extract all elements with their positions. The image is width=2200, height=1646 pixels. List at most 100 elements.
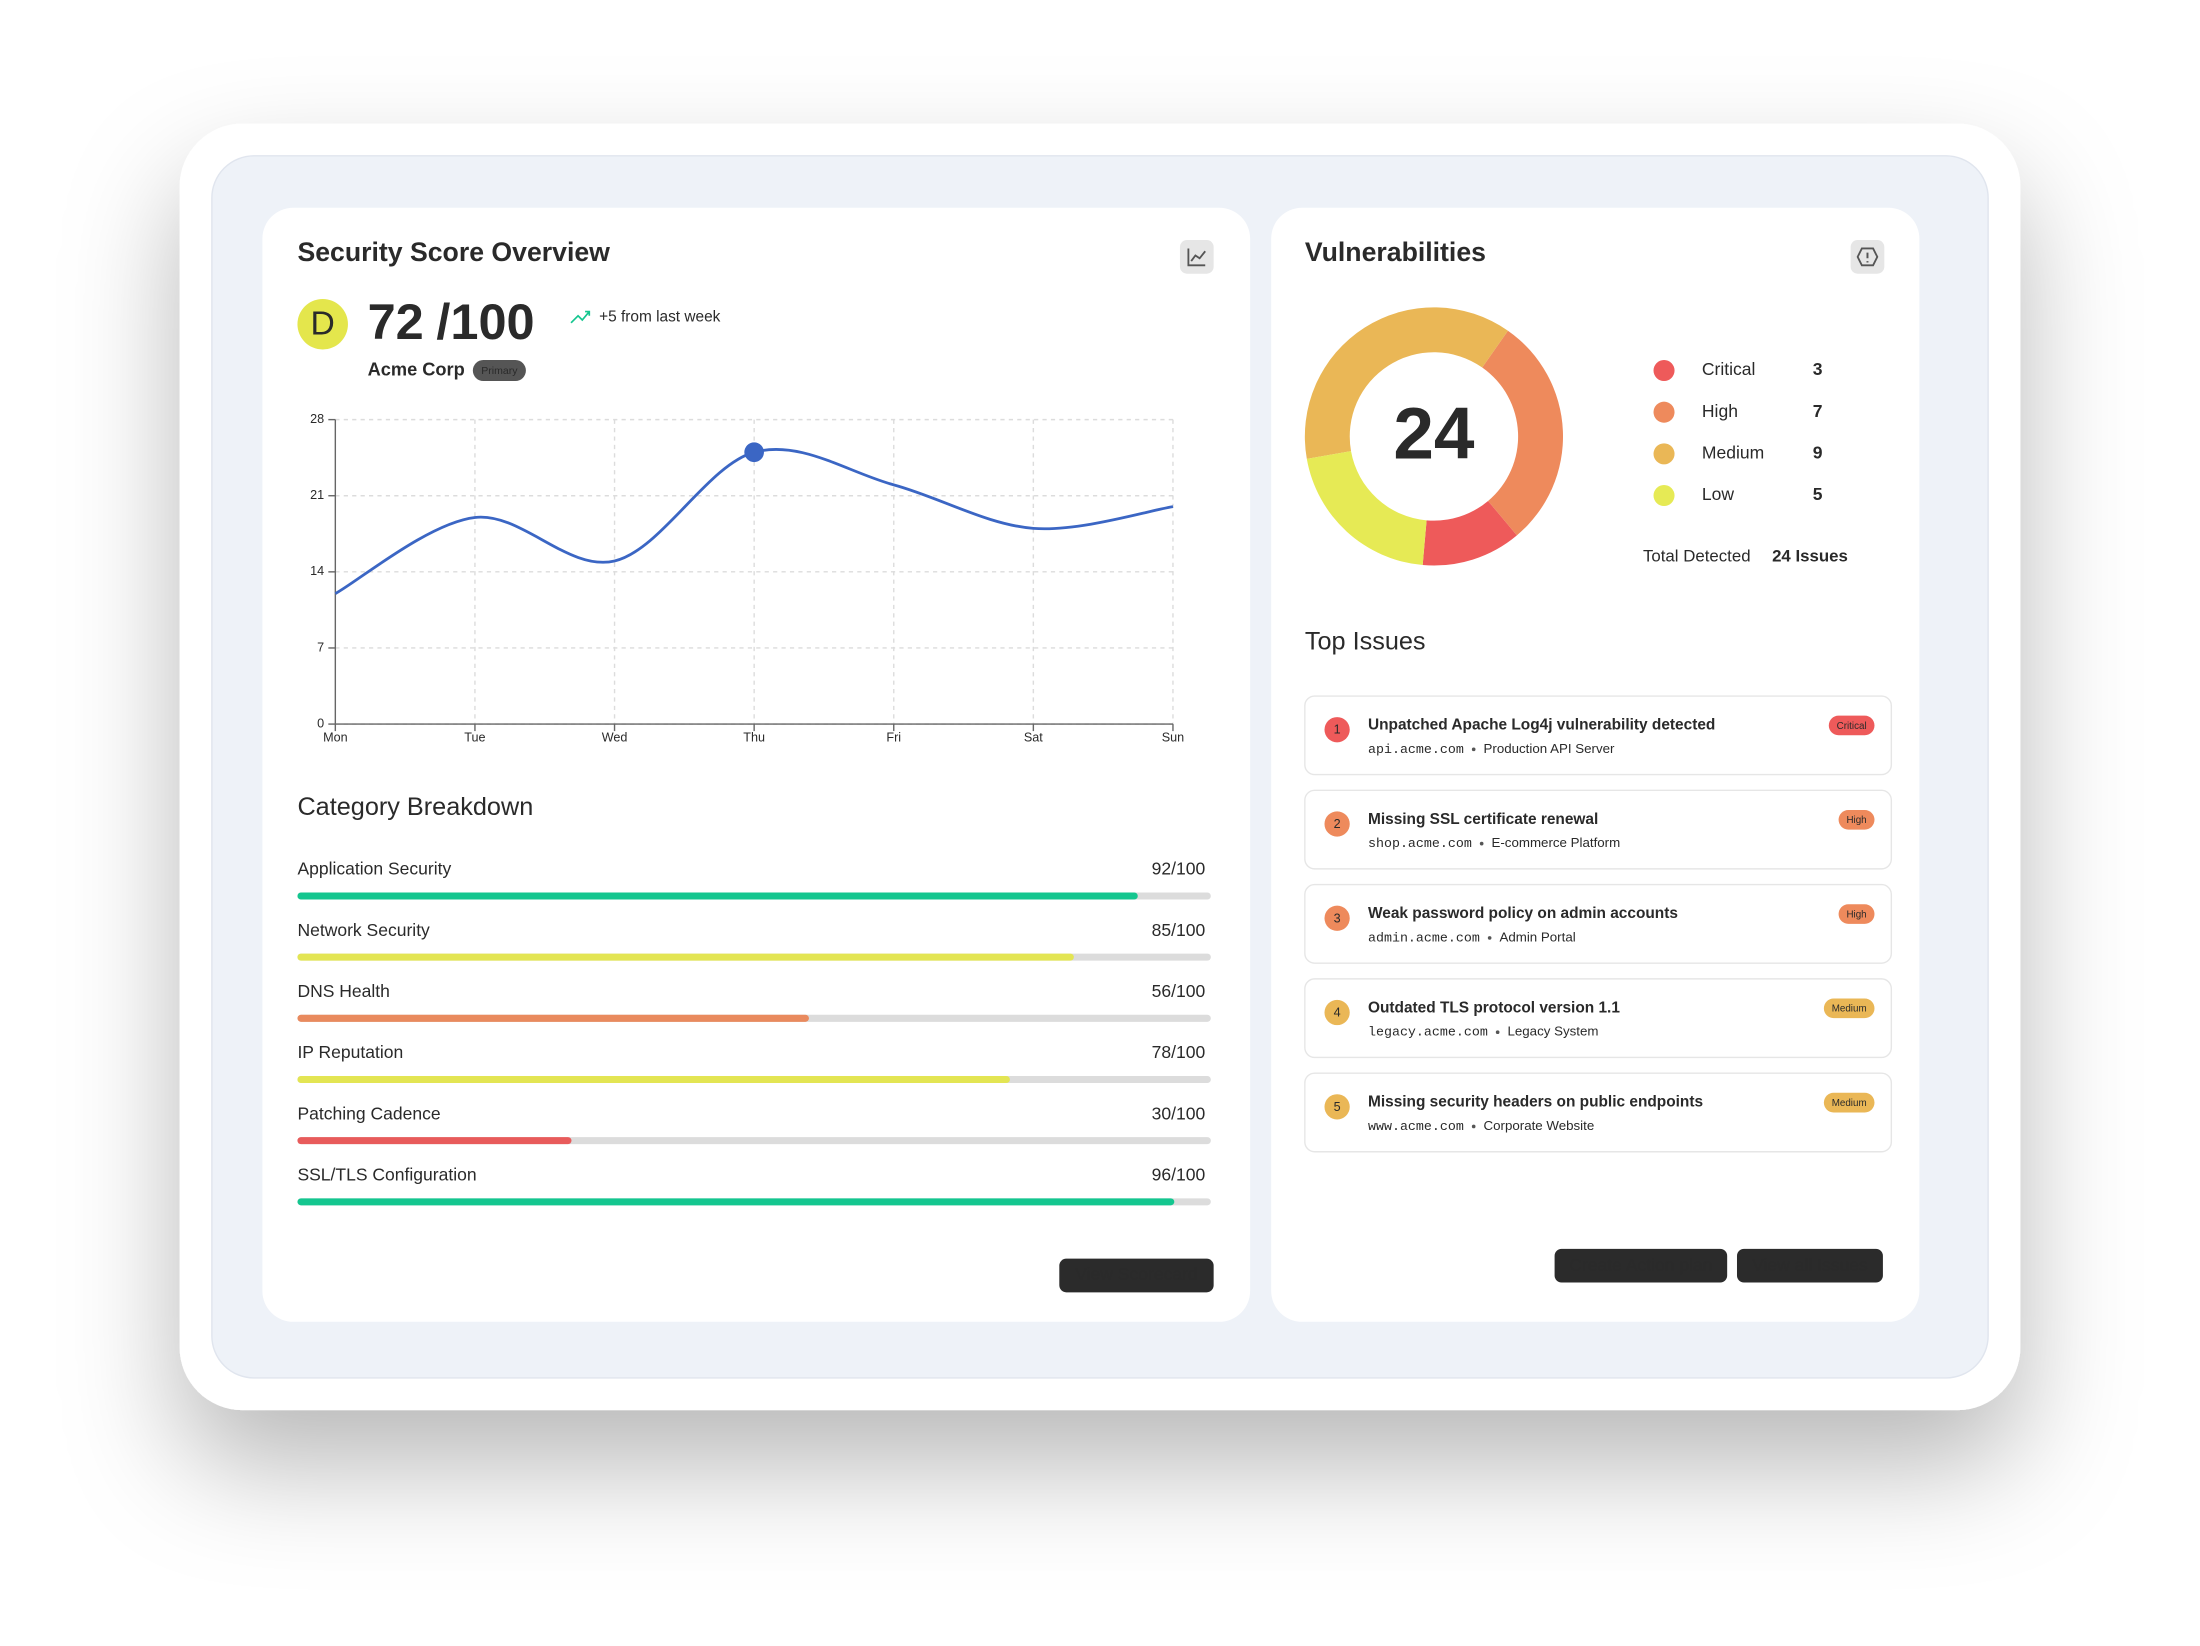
button-label[interactable]: View Scorecard	[1075, 1264, 1197, 1284]
donut-segment	[1422, 500, 1517, 566]
issue-host: legacy.acme.com	[1368, 1025, 1488, 1040]
total-value: 24 Issues	[1772, 547, 1848, 566]
severity-badge-text: Critical	[1837, 721, 1867, 732]
category-name: IP Reputation	[297, 1042, 403, 1062]
y-tick-label: 14	[310, 564, 324, 578]
issue-system: Production API Server	[1484, 741, 1616, 756]
severity-badge-bg	[1823, 998, 1875, 1019]
category-score: 85/100	[1152, 920, 1206, 940]
donut-total: 24	[1393, 394, 1475, 475]
category-score: 56/100	[1152, 981, 1206, 1001]
button-label[interactable]: Create Action plan	[1569, 1255, 1712, 1275]
category-name: Network Security	[297, 920, 430, 940]
issue-card: 4 Outdated TLS protocol version 1.1 legacy…	[1304, 978, 1893, 1059]
score: 72	[368, 293, 424, 350]
bar	[297, 892, 1138, 900]
legend-label: Low	[1702, 484, 1734, 504]
view-scorecard-button[interactable]: View Scorecard	[1059, 1258, 1214, 1293]
donut-segment	[1482, 330, 1564, 536]
issue-system: Corporate Website	[1484, 1118, 1595, 1133]
total-label: Total Detected	[1643, 547, 1751, 566]
issue-card: 5 Missing security headers on public endp…	[1304, 1072, 1893, 1153]
issue-card: 2 Missing SSL certificate renewal shop.acm…	[1304, 789, 1893, 870]
separator-dot	[1471, 747, 1476, 752]
action-button[interactable]: View all Issues	[1736, 1248, 1883, 1283]
issue-rank: 2	[1334, 817, 1341, 831]
company-tag-text: Primary	[481, 365, 518, 377]
panel-title: Vulnerabilities	[1305, 237, 1486, 267]
issue-rank-badge	[1324, 905, 1350, 931]
score-max: /100	[436, 293, 534, 350]
category-name: Application Security	[297, 859, 451, 879]
issue-rank-badge	[1324, 999, 1350, 1026]
section-title: Category Breakdown	[297, 793, 533, 821]
x-tick-label: Tue	[464, 730, 485, 744]
issue-host: www.acme.com	[1368, 1119, 1464, 1134]
issue-title: Unpatched Apache Log4j vulnerability det…	[1368, 717, 1715, 734]
x-tick-label: Fri	[886, 730, 901, 744]
legend-count: 5	[1813, 484, 1823, 504]
issue-title: Outdated TLS protocol version 1.1	[1368, 999, 1620, 1016]
chart-icon-button[interactable]	[1179, 240, 1214, 274]
issue-host: api.acme.com	[1368, 742, 1464, 757]
bar	[297, 1198, 1175, 1206]
issue-card: 1 Unpatched Apache Log4j vulnerability de…	[1304, 695, 1893, 776]
issue-rank: 4	[1334, 1006, 1341, 1020]
issue-host: admin.acme.com	[1368, 930, 1480, 945]
issue-host: shop.acme.com	[1368, 836, 1472, 851]
trend: +5 from last week	[599, 308, 721, 325]
issue-card-bg	[1304, 978, 1893, 1059]
company: Acme Corp	[368, 358, 465, 379]
severity-badge-text: Medium	[1832, 1004, 1867, 1015]
action-button[interactable]: Create Action plan	[1554, 1248, 1728, 1283]
severity-badge-text: Medium	[1832, 1098, 1867, 1109]
button-bg[interactable]	[1554, 1248, 1728, 1283]
highlight-point	[744, 442, 764, 463]
button-bg[interactable]	[1059, 1258, 1214, 1293]
legend-dot	[1653, 485, 1675, 507]
severity-badge-text: High	[1846, 909, 1866, 920]
category-score: 96/100	[1152, 1164, 1206, 1184]
y-tick-label: 7	[317, 640, 324, 654]
legend-label: Critical	[1702, 359, 1756, 379]
score-card	[262, 207, 1251, 1322]
panel-title: Security Score Overview	[297, 237, 610, 267]
severity-badge: Critical	[1828, 715, 1875, 736]
alert-icon-button[interactable]	[1850, 240, 1885, 274]
severity-badge-bg	[1828, 715, 1875, 736]
x-tick-label: Mon	[323, 730, 348, 744]
legend-dot	[1653, 443, 1675, 465]
x-tick-label: Sun	[1162, 730, 1184, 744]
legend-count: 7	[1813, 401, 1823, 421]
severity-badge-bg	[1838, 904, 1875, 924]
issue-system: E-commerce Platform	[1491, 835, 1620, 850]
issue-rank-badge	[1324, 811, 1350, 837]
severity-badge: High	[1838, 904, 1875, 924]
button-label[interactable]: View all Issues	[1752, 1255, 1868, 1275]
separator-dot	[1479, 841, 1484, 846]
legend-count: 3	[1813, 359, 1823, 379]
separator-dot	[1471, 1124, 1476, 1129]
button-bg[interactable]	[1736, 1248, 1883, 1283]
issue-system: Admin Portal	[1499, 929, 1575, 944]
category-name: SSL/TLS Configuration	[297, 1164, 476, 1184]
category-score: 92/100	[1152, 859, 1206, 879]
issue-rank: 1	[1334, 723, 1341, 737]
separator-dot	[1495, 1030, 1500, 1035]
issue-card-bg	[1304, 883, 1893, 964]
issue-card: 3 Weak password policy on admin accounts a…	[1304, 883, 1893, 964]
separator-dot	[1487, 936, 1492, 940]
legend-count: 9	[1813, 442, 1823, 462]
issue-rank-badge	[1324, 1094, 1350, 1120]
severity-badge: Medium	[1823, 1092, 1875, 1113]
issue-card-bg	[1304, 1072, 1893, 1153]
company-tag-bg	[472, 359, 526, 382]
severity-badge-text: High	[1846, 815, 1866, 826]
x-tick-label: Sat	[1024, 730, 1043, 744]
legend-dot	[1653, 359, 1675, 382]
legend-label: Medium	[1702, 442, 1764, 462]
donut-segment	[1304, 307, 1508, 459]
category-score: 78/100	[1152, 1042, 1206, 1062]
severity-badge: Medium	[1823, 998, 1875, 1019]
